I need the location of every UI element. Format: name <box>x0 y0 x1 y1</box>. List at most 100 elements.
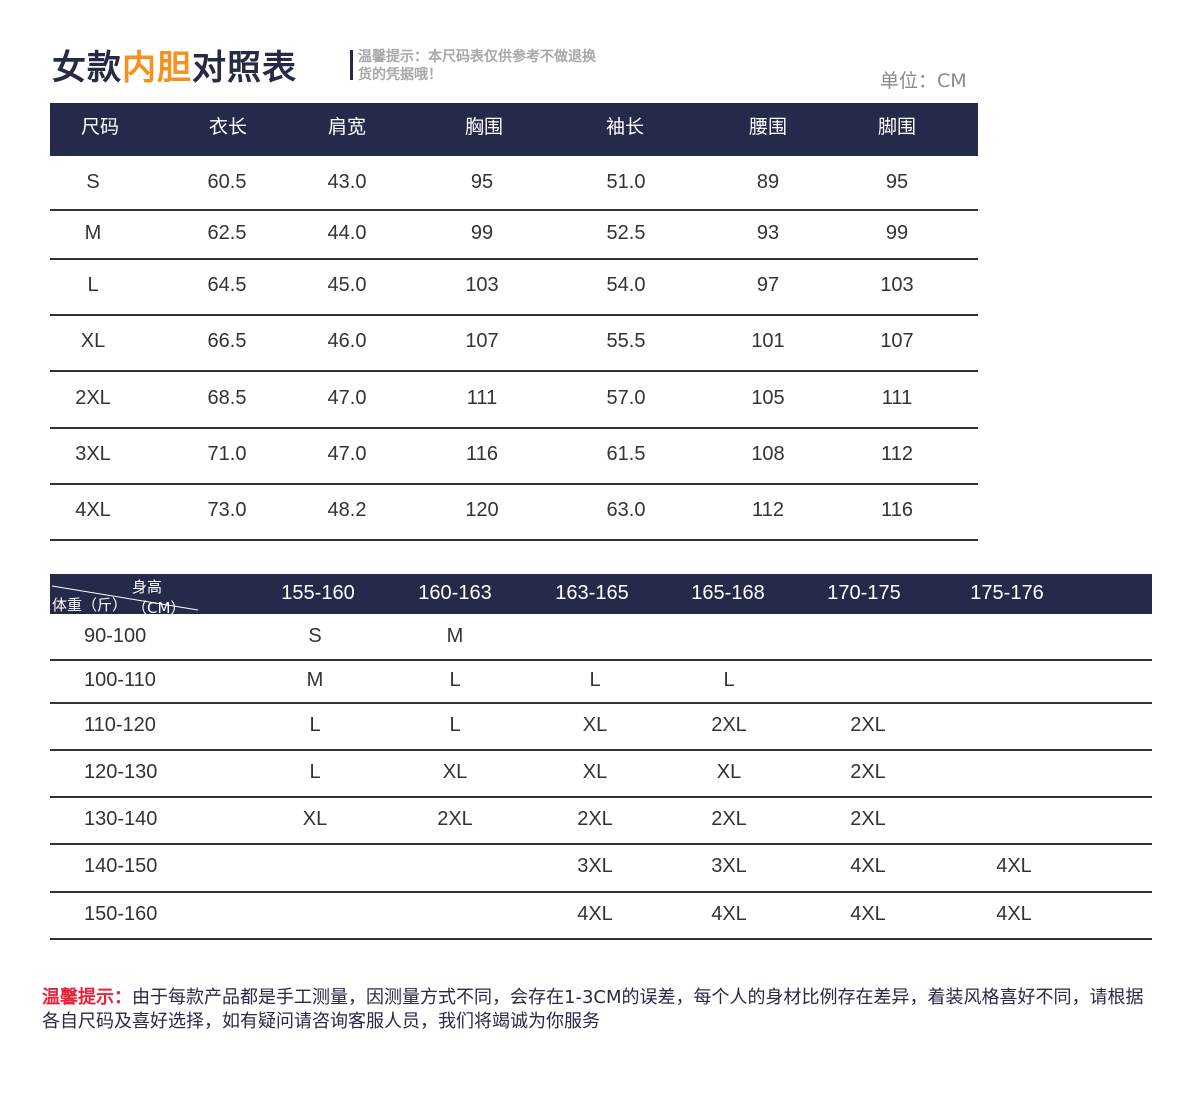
size-table-cell: 60.5 <box>207 170 247 193</box>
row-divider <box>50 314 978 316</box>
size-table-cell: 103 <box>880 274 914 296</box>
fit-table-cell: XL <box>582 760 608 783</box>
row-divider <box>50 796 1152 798</box>
fit-table-weight-cell: 90-100 <box>84 624 147 647</box>
fit-table-cell: 4XL <box>711 902 747 925</box>
fit-table-cell: 2XL <box>577 807 613 830</box>
size-table-cell: M <box>84 221 102 244</box>
title-part2: 对照表 <box>192 48 297 88</box>
fit-table-cell: L <box>309 760 321 783</box>
size-table-cell: 51.0 <box>606 170 646 193</box>
title-part1: 女款 <box>52 48 122 88</box>
divider <box>350 50 353 80</box>
title-highlight: 内胆 <box>122 48 192 88</box>
size-table-header-cell: 肩宽 <box>327 116 367 138</box>
size-table-cell: 2XL <box>75 386 111 409</box>
fit-table-cell: XL <box>302 807 328 830</box>
size-table-cell: 112 <box>752 499 784 521</box>
fit-table-cell: L <box>449 713 461 736</box>
fit-table-weight-cell: 110-120 <box>84 713 156 736</box>
size-table-cell: 3XL <box>75 443 111 465</box>
fit-table-cell: 4XL <box>996 855 1032 877</box>
fit-table-header-cell: 175-176 <box>970 582 1044 604</box>
size-table-cell: 61.5 <box>606 443 646 465</box>
fit-table-cell: M <box>446 624 464 647</box>
note-text: 由于每款产品都是手工测量，因测量方式不同，会存在1-3CM的误差，每个人的身材比… <box>42 987 1144 1032</box>
row-divider <box>50 891 1152 893</box>
fit-table-cell: XL <box>716 760 742 783</box>
size-table-cell: 47.0 <box>327 443 367 465</box>
fit-table-header <box>50 574 1152 614</box>
size-table-header-cell: 胸围 <box>464 116 504 138</box>
size-table-cell: 107 <box>465 330 499 352</box>
size-table-cell: 55.5 <box>606 330 646 352</box>
fit-table-cell: 2XL <box>850 807 886 830</box>
size-table-cell: 95 <box>470 170 494 193</box>
size-table-cell: 44.0 <box>327 221 367 244</box>
fit-table-header-cell: 163-165 <box>555 582 629 604</box>
size-table-cell: 101 <box>751 330 785 352</box>
size-table-cell: 107 <box>880 330 914 352</box>
size-table-header-cell: 脚围 <box>877 116 917 138</box>
size-table-cell: 73.0 <box>207 499 247 521</box>
size-table-cell: 66.5 <box>207 330 247 352</box>
fit-table-header-cell: 165-168 <box>691 582 765 604</box>
size-table-cell: 120 <box>465 499 499 521</box>
fit-table-cell: M <box>306 668 324 691</box>
fit-table-header-cell: 170-175 <box>827 582 901 604</box>
corner-weight-label: 体重（斤） <box>52 596 128 614</box>
page-title: 女款内胆对照表 <box>52 40 297 89</box>
reference-tip: 温馨提示：本尺码表仅供参考不做退换货的凭据哦！ <box>358 49 596 83</box>
corner-header: 身高（CM） 体重（斤） <box>50 574 200 614</box>
row-divider <box>50 258 978 260</box>
fit-table-weight-cell: 120-130 <box>84 760 158 783</box>
fit-table-cell: 4XL <box>577 902 613 925</box>
size-table-cell: 46.0 <box>327 330 367 352</box>
fit-table-cell: 4XL <box>850 855 886 877</box>
row-divider <box>50 843 1152 845</box>
size-table-cell: 64.5 <box>207 274 247 296</box>
fit-table-cell: 2XL <box>850 713 886 736</box>
size-table-header-cell: 衣长 <box>208 116 248 138</box>
fit-table-cell: 4XL <box>996 902 1032 925</box>
size-table-cell: 99 <box>470 221 494 244</box>
row-divider <box>50 539 978 541</box>
fit-table-cell: 4XL <box>850 902 886 925</box>
size-table-cell: 62.5 <box>207 221 247 244</box>
size-table-cell: 89 <box>756 170 780 193</box>
fit-table-cell: L <box>449 668 461 691</box>
size-table-cell: XL <box>80 330 106 352</box>
fit-table-weight-cell: 150-160 <box>84 902 158 925</box>
row-divider <box>50 702 1152 704</box>
size-table-cell: 97 <box>756 274 780 296</box>
size-table-cell: 95 <box>885 170 909 193</box>
fit-table-cell: 2XL <box>711 713 747 736</box>
size-table-cell: 111 <box>881 386 913 409</box>
diagonal-line <box>51 585 199 611</box>
fit-table-cell: 2XL <box>437 807 473 830</box>
size-table-cell: S <box>86 170 100 193</box>
size-table-cell: 105 <box>751 386 785 409</box>
size-table-cell: 57.0 <box>606 386 646 409</box>
unit-label: 单位：CM <box>880 70 967 92</box>
size-table-cell: 63.0 <box>606 499 646 521</box>
size-table-cell: 116 <box>466 443 498 465</box>
row-divider <box>50 209 978 211</box>
fit-table-weight-cell: 140-150 <box>84 855 158 877</box>
fit-table-cell: 2XL <box>711 807 747 830</box>
size-table-header-cell: 袖长 <box>605 116 645 138</box>
fit-table-cell: XL <box>442 760 468 783</box>
size-table-cell: 111 <box>466 386 498 409</box>
fit-table-header-cell: 155-160 <box>281 582 355 604</box>
size-table-cell: 93 <box>756 221 780 244</box>
size-table-header <box>50 103 978 156</box>
fit-table-header-cell: 160-163 <box>418 582 492 604</box>
row-divider <box>50 483 978 485</box>
row-divider <box>50 659 1152 661</box>
size-table-cell: 99 <box>885 221 909 244</box>
fit-table-cell: L <box>589 668 601 691</box>
size-table-cell: 4XL <box>75 499 111 521</box>
size-table-cell: 54.0 <box>606 274 646 296</box>
row-divider <box>50 427 978 429</box>
note-label: 温馨提示： <box>42 987 132 1008</box>
